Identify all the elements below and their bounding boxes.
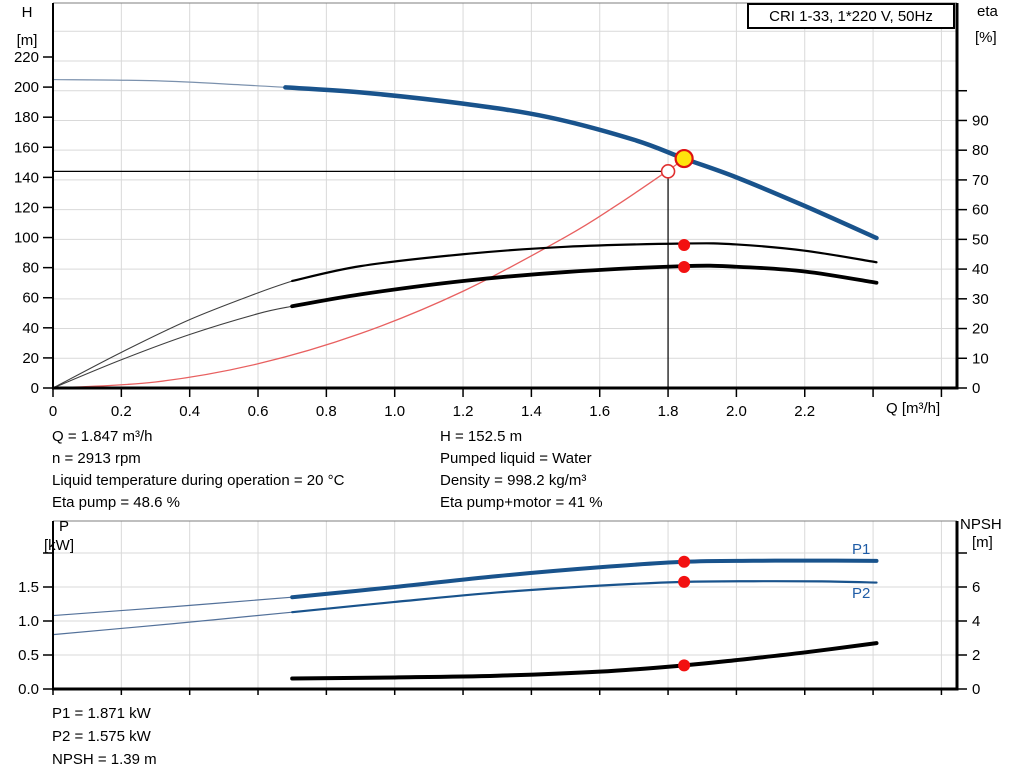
eta-pump-motor-dot <box>678 261 691 274</box>
tick-label: 80 <box>22 260 39 277</box>
tick-label: 0 <box>972 681 980 698</box>
p1-curve-label: P1 <box>852 541 871 558</box>
npsh-axis-label: NPSH <box>960 516 1002 533</box>
annotation-h: H = 152.5 m <box>440 428 523 445</box>
duty-point-marker <box>674 148 694 169</box>
eta-axis-unit: [%] <box>975 29 997 46</box>
eta-pump-motor-curve-thin <box>52 305 293 389</box>
chart-0: 2202001801601401201008060402009080706050… <box>14 2 989 420</box>
tick-label: 2 <box>972 647 980 664</box>
tick-label: 0 <box>49 403 57 420</box>
p2-curve-label: P2 <box>852 585 871 602</box>
tick-label: 120 <box>14 199 39 216</box>
p2-curve-thin <box>52 611 293 636</box>
plot-area-0[interactable] <box>53 3 957 388</box>
annotation-liquid: Pumped liquid = Water <box>440 450 592 467</box>
p-axis-unit: [kW] <box>44 537 74 554</box>
pump-title-box: CRI 1-33, 1*220 V, 50Hz <box>747 3 955 29</box>
p2-curve <box>291 580 878 614</box>
eta-pump-dot <box>678 239 691 252</box>
p2-dot <box>678 575 691 588</box>
tick-label: 1.2 <box>453 403 474 420</box>
p-axis-label: P <box>58 518 69 535</box>
tick-label: 0.4 <box>179 403 200 420</box>
tick-label: 0.0 <box>18 681 39 698</box>
annotation-npsh: NPSH = 1.39 m <box>52 751 157 768</box>
tick-label: 140 <box>14 169 39 186</box>
tick-label: 0 <box>972 380 980 397</box>
tick-label: 220 <box>14 49 39 66</box>
tick-label: 1.6 <box>589 403 610 420</box>
annotation-eta-pm: Eta pump+motor = 41 % <box>440 494 603 511</box>
tick-label: 10 <box>972 350 989 367</box>
p1-curve <box>290 558 879 600</box>
tick-label: 80 <box>972 142 989 159</box>
chart-1: 1.5 1.0 0.5 0.0 6 4 2 0 <box>18 520 980 698</box>
npsh-curve <box>290 641 879 681</box>
h-curve <box>283 85 879 241</box>
p1-dot <box>678 555 691 568</box>
tick-label: 160 <box>14 139 39 156</box>
tick-label: 0.5 <box>18 647 39 664</box>
tick-label: 0.8 <box>316 403 337 420</box>
annotation-p1: P1 = 1.871 kW <box>52 705 151 722</box>
tick-label: 200 <box>14 79 39 96</box>
annotation-eta-pump: Eta pump = 48.6 % <box>52 494 180 511</box>
tick-label: 20 <box>22 350 39 367</box>
tick-label: 20 <box>972 321 989 338</box>
tick-label: 1.4 <box>521 403 542 420</box>
tick-label: 0.2 <box>111 403 132 420</box>
tick-label: 6 <box>972 579 980 596</box>
npsh-axis-unit: [m] <box>972 534 993 551</box>
annotation-q: Q = 1.847 m³/h <box>52 428 153 445</box>
annotation-density: Density = 998.2 kg/m³ <box>440 472 587 489</box>
tick-label: 180 <box>14 109 39 126</box>
tick-label: 60 <box>972 202 989 219</box>
tick-label: 60 <box>22 290 39 307</box>
h-curve-thin <box>52 78 286 89</box>
tick-label: 4 <box>972 613 980 630</box>
requested-point-marker <box>660 164 676 179</box>
eta-pump-curve <box>291 242 878 283</box>
tick-label: 40 <box>22 320 39 337</box>
tick-label: 70 <box>972 172 989 189</box>
eta-axis-label: eta <box>977 3 998 20</box>
tick-label: 1.0 <box>18 613 39 630</box>
tick-label: 0.6 <box>248 403 269 420</box>
tick-label: 1.5 <box>18 579 39 596</box>
eta-pump-motor-curve <box>290 263 879 309</box>
h-axis-label: H <box>21 4 33 21</box>
tick-label: 0 <box>31 380 39 397</box>
tick-label: 1.8 <box>658 403 679 420</box>
tick-label: 100 <box>14 230 39 247</box>
tick-label: 50 <box>972 231 989 248</box>
tick-label: 1.0 <box>384 403 405 420</box>
h-axis-unit: [m] <box>16 32 38 49</box>
tick-label: 90 <box>972 112 989 129</box>
q-axis-label: Q [m³/h] <box>886 400 941 417</box>
eta-pump-curve-thin <box>52 280 293 389</box>
npsh-dot <box>678 659 691 672</box>
p1-curve-thin <box>52 596 293 617</box>
annotation-n: n = 2913 rpm <box>52 450 141 467</box>
annotation-temp: Liquid temperature during operation = 20… <box>52 472 345 489</box>
tick-label: 40 <box>972 261 989 278</box>
tick-label: 2.0 <box>726 403 747 420</box>
tick-label: 2.2 <box>794 403 815 420</box>
tick-label: 30 <box>972 291 989 308</box>
system-curve <box>52 158 685 389</box>
annotation-p2: P2 = 1.575 kW <box>52 728 151 745</box>
